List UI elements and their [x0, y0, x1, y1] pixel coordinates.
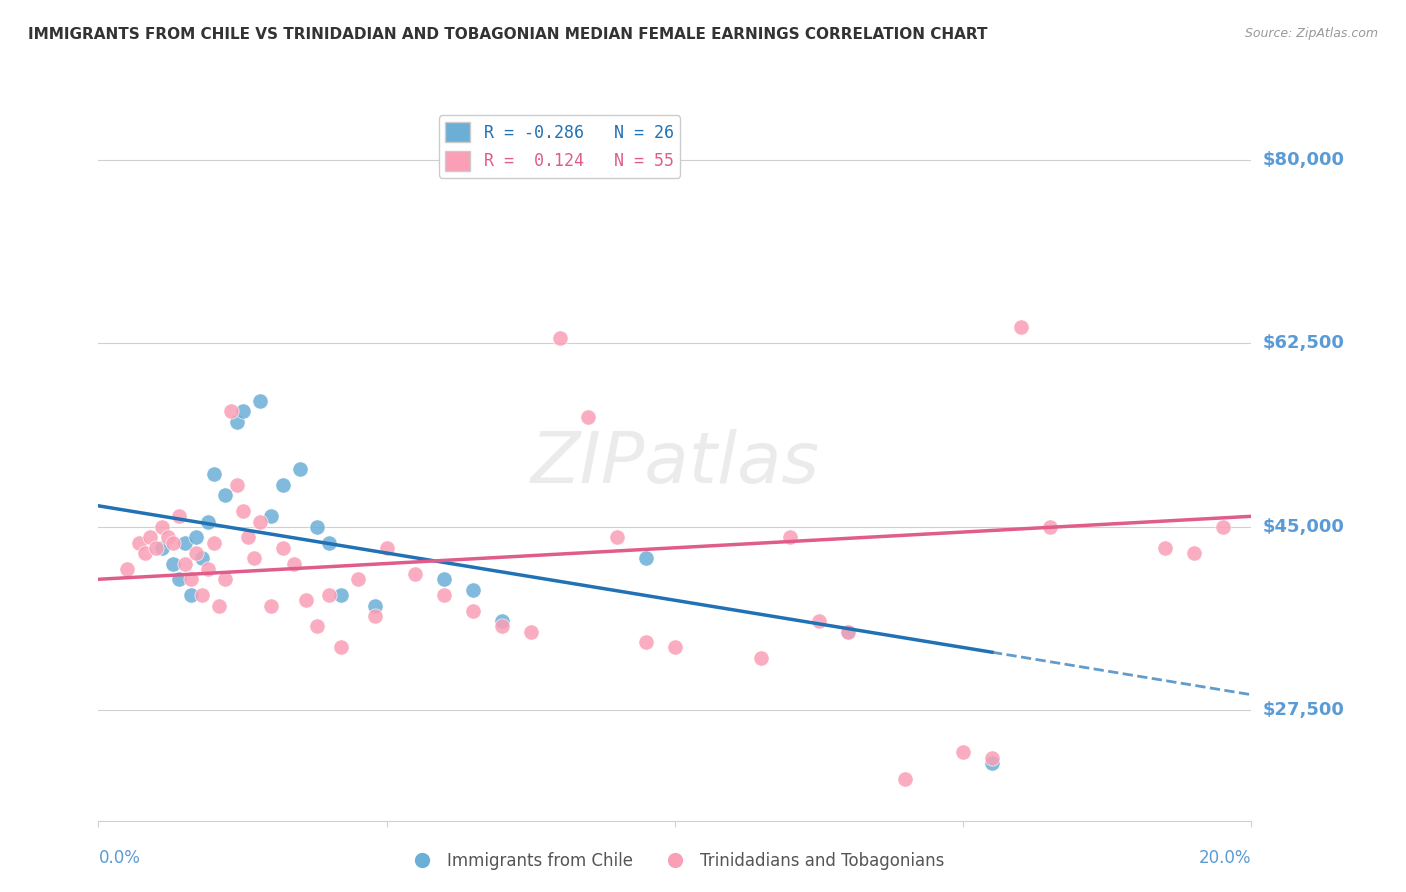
Point	[180, 588, 202, 602]
Point	[231, 504, 254, 518]
Point	[981, 750, 1004, 764]
Point	[260, 509, 283, 524]
Point	[461, 582, 484, 597]
Point	[219, 404, 242, 418]
Legend: Immigrants from Chile, Trinidadians and Tobagonians: Immigrants from Chile, Trinidadians and …	[399, 846, 950, 877]
Point	[197, 515, 219, 529]
Point	[174, 535, 197, 549]
Point	[664, 640, 686, 655]
Point	[318, 588, 340, 602]
Point	[243, 551, 266, 566]
Point	[405, 567, 427, 582]
Point	[134, 546, 156, 560]
Text: $27,500: $27,500	[1263, 701, 1344, 720]
Point	[636, 635, 658, 649]
Point	[751, 651, 773, 665]
Point	[307, 520, 329, 534]
Point	[329, 588, 352, 602]
Point	[433, 572, 456, 586]
Point	[162, 557, 184, 571]
Point	[375, 541, 398, 555]
Text: 0.0%: 0.0%	[98, 849, 141, 867]
Point	[364, 609, 387, 624]
Text: Source: ZipAtlas.com: Source: ZipAtlas.com	[1244, 27, 1378, 40]
Point	[231, 404, 254, 418]
Point	[307, 619, 329, 633]
Point	[837, 624, 859, 639]
Text: $45,000: $45,000	[1263, 517, 1344, 536]
Point	[461, 604, 484, 618]
Point	[214, 488, 236, 502]
Point	[295, 593, 318, 607]
Point	[1212, 520, 1234, 534]
Point	[150, 520, 173, 534]
Point	[208, 599, 231, 613]
Point	[329, 640, 352, 655]
Point	[1153, 541, 1175, 555]
Point	[197, 562, 219, 576]
Point	[191, 551, 214, 566]
Point	[191, 588, 214, 602]
Point	[225, 478, 247, 492]
Point	[139, 530, 162, 544]
Point	[318, 535, 340, 549]
Point	[214, 572, 236, 586]
Point	[150, 541, 173, 555]
Point	[433, 588, 456, 602]
Point	[180, 572, 202, 586]
Point	[1038, 520, 1062, 534]
Point	[548, 331, 571, 345]
Point	[174, 557, 197, 571]
Point	[894, 772, 917, 786]
Point	[779, 530, 801, 544]
Point	[606, 530, 628, 544]
Text: 20.0%: 20.0%	[1199, 849, 1251, 867]
Point	[186, 546, 208, 560]
Point	[202, 467, 225, 482]
Point	[271, 478, 294, 492]
Point	[1010, 320, 1032, 334]
Point	[167, 572, 190, 586]
Point	[117, 562, 138, 576]
Point	[807, 614, 830, 628]
Point	[1182, 546, 1205, 560]
Point	[260, 599, 283, 613]
Point	[290, 462, 312, 476]
Point	[837, 624, 859, 639]
Text: IMMIGRANTS FROM CHILE VS TRINIDADIAN AND TOBAGONIAN MEDIAN FEMALE EARNINGS CORRE: IMMIGRANTS FROM CHILE VS TRINIDADIAN AND…	[28, 27, 987, 42]
Point	[364, 599, 387, 613]
Point	[952, 746, 974, 760]
Point	[128, 535, 150, 549]
Point	[636, 551, 658, 566]
Point	[238, 530, 260, 544]
Text: ZIPatlas: ZIPatlas	[530, 429, 820, 499]
Point	[249, 515, 271, 529]
Point	[346, 572, 368, 586]
Point	[202, 535, 225, 549]
Text: $62,500: $62,500	[1263, 334, 1344, 352]
Point	[578, 409, 600, 424]
Point	[162, 535, 184, 549]
Point	[225, 415, 247, 429]
Point	[156, 530, 179, 544]
Point	[271, 541, 294, 555]
Text: $80,000: $80,000	[1263, 151, 1344, 169]
Point	[145, 541, 167, 555]
Point	[186, 530, 208, 544]
Point	[520, 624, 543, 639]
Point	[283, 557, 305, 571]
Point	[249, 393, 271, 408]
Point	[491, 619, 513, 633]
Point	[167, 509, 190, 524]
Point	[491, 614, 513, 628]
Point	[981, 756, 1004, 770]
